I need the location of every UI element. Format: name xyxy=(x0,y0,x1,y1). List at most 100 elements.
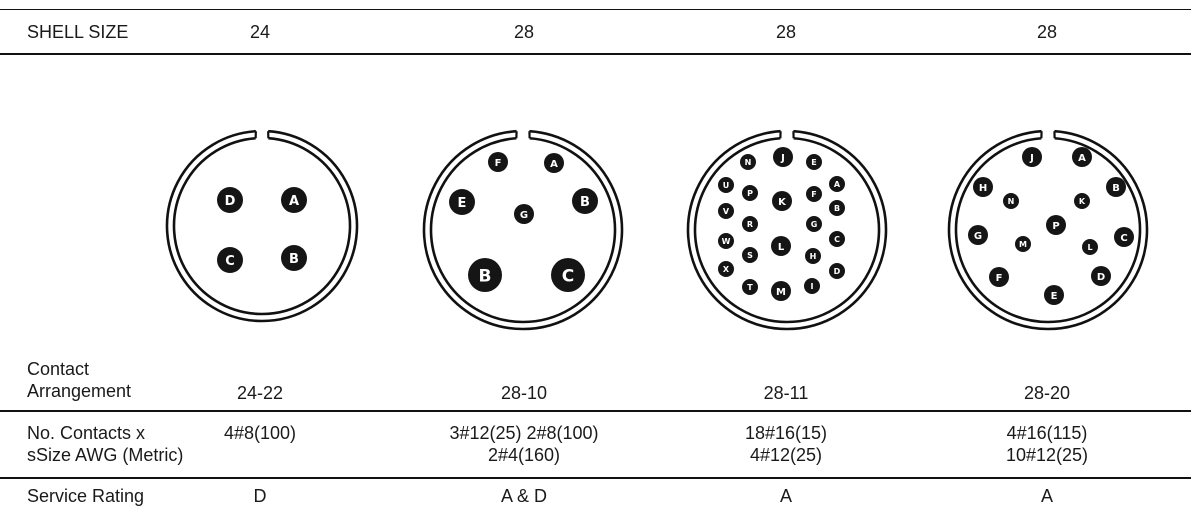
contact-pin-f: F xyxy=(806,186,822,202)
contacts-value-4-line2: 10#12(25) xyxy=(1005,445,1089,465)
rule-arrangement-bottom xyxy=(0,410,1191,412)
contact-pin-shape xyxy=(281,187,307,213)
shell-rim xyxy=(172,136,352,316)
contact-pin-shape xyxy=(718,261,734,277)
contact-pin-shape xyxy=(968,225,988,245)
arrangement-value-3: 28-11 xyxy=(763,383,809,403)
arrangement-value-4: 28-20 xyxy=(1023,383,1071,403)
shell-rim xyxy=(422,129,624,331)
contact-pin-shape xyxy=(742,279,758,295)
arrangement-value-1: 24-22 xyxy=(236,383,284,403)
contact-pin-n: N xyxy=(1003,193,1019,209)
contact-pin-label: I xyxy=(811,282,814,291)
contact-pin-label: N xyxy=(745,158,752,167)
contact-pin-m: M xyxy=(1015,236,1031,252)
contact-pin-l: L xyxy=(1082,239,1098,255)
contact-pin-label: J xyxy=(1029,153,1034,164)
service-label: Service Rating xyxy=(27,486,145,506)
contact-pin-label: A xyxy=(289,194,299,209)
contact-pin-label: F xyxy=(811,190,816,199)
contact-pin-shape xyxy=(740,154,756,170)
contact-pin-c: C xyxy=(551,258,585,292)
contact-pin-h: H xyxy=(805,248,821,264)
contact-pin-shape xyxy=(1106,177,1126,197)
contact-pin-label: L xyxy=(778,242,785,253)
contact-pin-t: T xyxy=(742,279,758,295)
contact-pin-shape xyxy=(806,154,822,170)
contact-pin-label: J xyxy=(780,153,785,164)
contact-pin-shape xyxy=(804,278,820,294)
contact-pin-b: B xyxy=(1106,177,1126,197)
contact-pin-shape xyxy=(989,267,1009,287)
contact-pin-p: P xyxy=(1046,215,1066,235)
contact-pin-a: A xyxy=(281,187,307,213)
contact-pin-shape xyxy=(742,216,758,232)
contact-pin-m: M xyxy=(771,281,791,301)
contact-pin-label: C xyxy=(834,235,840,244)
contact-pin-l: L xyxy=(771,236,791,256)
contact-pin-shape xyxy=(449,189,475,215)
contact-pin-label: L xyxy=(1087,243,1092,252)
contact-pin-label: R xyxy=(747,220,753,229)
contact-pin-shape xyxy=(742,247,758,263)
contact-pin-shape xyxy=(281,245,307,271)
contact-pin-label: E xyxy=(1051,291,1058,302)
arrangement-label-line2: Arrangement xyxy=(27,381,132,401)
contact-pin-shape xyxy=(805,248,821,264)
contact-pin-g: G xyxy=(514,204,534,224)
contact-pin-label: G xyxy=(811,220,818,229)
contact-pin-f: F xyxy=(488,152,508,172)
contact-pin-label: X xyxy=(723,265,730,274)
service-value-3: A xyxy=(779,486,792,506)
contact-pin-shape xyxy=(829,200,845,216)
contact-pin-label: C xyxy=(1120,233,1127,244)
contact-pin-k: K xyxy=(1074,193,1090,209)
shell-size-1: 24 xyxy=(249,22,271,42)
contact-pin-a: A xyxy=(544,153,564,173)
contact-pin-shape xyxy=(742,185,758,201)
contact-pin-label: E xyxy=(458,196,467,211)
contact-pin-shape xyxy=(217,247,243,273)
service-value-2: A & D xyxy=(500,486,548,506)
contact-pin-shape xyxy=(771,281,791,301)
contact-pin-label: A xyxy=(834,180,841,189)
contact-pin-d: D xyxy=(1091,266,1111,286)
arrangement-label-line1: Contact xyxy=(27,359,90,379)
contact-pin-v: V xyxy=(718,203,734,219)
contacts-label-line1: No. Contacts x xyxy=(27,423,146,443)
contact-pin-label: B xyxy=(289,252,299,267)
contact-pin-label: B xyxy=(580,195,590,210)
contact-pin-label: H xyxy=(810,252,817,261)
contact-pin-shape xyxy=(829,231,845,247)
contact-pin-shape xyxy=(829,263,845,279)
contact-pin-shape xyxy=(468,258,502,292)
contacts-value-2-line1: 3#12(25) 2#8(100) xyxy=(449,423,599,443)
contact-pin-label: K xyxy=(778,197,787,208)
contact-pin-shape xyxy=(718,203,734,219)
service-value-4: A xyxy=(1040,486,1053,506)
contact-pin-k: K xyxy=(772,191,792,211)
contact-pin-shape xyxy=(544,153,564,173)
shell-size-label: SHELL SIZE xyxy=(27,22,129,42)
contact-pin-label: T xyxy=(747,283,753,292)
contact-pin-shape xyxy=(1074,193,1090,209)
contact-pin-label: V xyxy=(723,207,730,216)
contact-pin-label: G xyxy=(520,210,528,221)
contact-pin-label: D xyxy=(834,267,841,276)
shell-rim xyxy=(954,136,1142,324)
contact-pin-label: M xyxy=(776,287,786,298)
contact-pin-label: P xyxy=(1052,221,1059,232)
shell-rim xyxy=(947,129,1149,331)
contact-pin-shape xyxy=(1015,236,1031,252)
contact-pin-shape xyxy=(772,191,792,211)
contacts-value-2-line2: 2#4(160) xyxy=(487,445,561,465)
contact-pin-shape xyxy=(973,177,993,197)
contact-pin-u: U xyxy=(718,177,734,193)
contacts-value-3-line2: 4#12(25) xyxy=(749,445,823,465)
contact-pin-shape xyxy=(217,187,243,213)
contact-pin-g: G xyxy=(806,216,822,232)
contact-pin-label: F xyxy=(495,158,502,169)
contact-pin-label: D xyxy=(225,194,236,209)
